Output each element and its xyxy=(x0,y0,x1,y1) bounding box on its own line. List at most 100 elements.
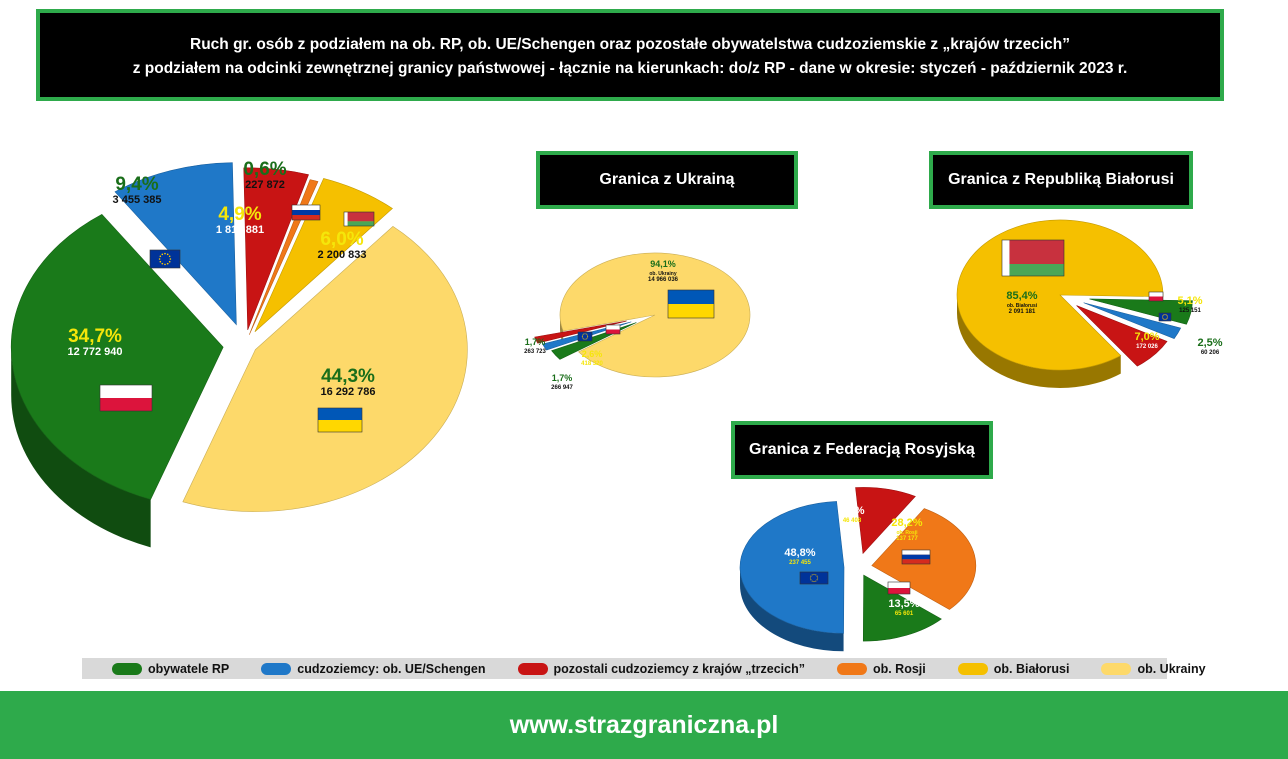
legend-label: ob. Ukrainy xyxy=(1137,661,1206,676)
belarus-border-value-label: 125 151 xyxy=(1179,308,1201,314)
main-title-box: Ruch gr. osób z podziałem na ob. RP, ob.… xyxy=(36,9,1224,101)
legend-swatch xyxy=(836,662,867,675)
main-value-label: 3 455 385 xyxy=(113,194,162,206)
main-value-label: 16 292 786 xyxy=(320,386,375,398)
main-percent-label: 9,4% xyxy=(115,174,158,195)
main-percent-label: 34,7% xyxy=(68,326,122,347)
belarus-flag-icon xyxy=(1001,239,1065,277)
poland-flag-icon xyxy=(1148,291,1164,302)
ukraine-flag-icon xyxy=(667,289,715,319)
legend-item-ue-schengen: cudzoziemcy: ob. UE/Schengen xyxy=(261,661,486,676)
ukraine-flag-icon xyxy=(317,407,363,433)
main-value-label: 227 872 xyxy=(245,179,285,191)
belarus-border-value-label: 60 206 xyxy=(1201,350,1220,356)
main-percent-label: 6,0% xyxy=(320,229,363,250)
belarus-border-slice-side xyxy=(957,295,1121,388)
legend-item-rosja: ob. Rosji xyxy=(836,661,926,676)
ukraine-border-value-label: 14 966 036 xyxy=(648,277,679,283)
russia-border-slice xyxy=(862,574,942,642)
russia-border-slice xyxy=(855,487,916,555)
legend-item-bialorus: ob. Białorusi xyxy=(957,661,1070,676)
russia-border-slice-side xyxy=(740,567,844,652)
main-slice-side xyxy=(11,347,151,548)
ukraine-border-value-label: 263 723 xyxy=(524,349,546,355)
legend-label: ob. Rosji xyxy=(872,661,926,676)
belarus-border-value-label: 2 091 181 xyxy=(1009,309,1036,315)
legend-label: pozostali cudzoziemcy z krajów „trzecich… xyxy=(553,661,805,676)
main-slice xyxy=(182,225,468,512)
ukraine-border-value-label: 418 320 xyxy=(581,361,603,367)
belarus-border-percent-label: 85,4% xyxy=(1006,290,1037,302)
footer-bar: www.strazgraniczna.pl xyxy=(0,691,1288,759)
legend-swatch xyxy=(112,662,142,675)
ukraine-border-slice-side xyxy=(560,315,564,346)
russia-border-sublabel: ob. Rosji xyxy=(896,530,918,536)
poland-flag-icon xyxy=(99,384,153,412)
belarus-border-percent-label: 2,5% xyxy=(1197,337,1222,349)
russia-border-title-box: Granica z Federacją Rosyjską xyxy=(731,421,993,479)
russia-border-value-label: 237 455 xyxy=(789,560,811,566)
title-line-2: z podziałem na odcinki zewnętrznej grani… xyxy=(132,60,1128,77)
ukraine-border-percent-label: 1,7% xyxy=(552,373,573,383)
belarus-border-slice xyxy=(1083,302,1182,339)
russia-border-percent-label: 13,5% xyxy=(888,598,919,610)
main-percent-label: 4,9% xyxy=(218,204,261,225)
main-percent-label: 0,6% xyxy=(243,159,286,180)
russia-border-slice xyxy=(739,501,845,634)
poland-flag-icon xyxy=(887,581,911,595)
main-value-label: 1 811 881 xyxy=(216,224,264,236)
ukraine-border-title-box: Granica z Ukrainą xyxy=(536,151,798,209)
legend-label: ob. Białorusi xyxy=(993,661,1070,676)
ukraine-border-percent-label: 1,7% xyxy=(525,337,546,347)
main-slice xyxy=(114,162,237,326)
russia-border-title: Granica z Federacją Rosyjską xyxy=(749,441,975,458)
legend-item-ukraina: ob. Ukrainy xyxy=(1101,661,1206,676)
chart-legend: obywatele RP cudzoziemcy: ob. UE/Schenge… xyxy=(82,658,1206,679)
belarus-border-title: Granica z Republiką Białorusi xyxy=(948,171,1174,188)
russia-border-value-label: 46 408 xyxy=(843,518,862,524)
legend-label: cudzoziemcy: ob. UE/Schengen xyxy=(297,661,486,676)
legend-label: obywatele RP xyxy=(148,661,230,676)
main-slice xyxy=(10,213,224,500)
footer-website-link[interactable]: www.strazgraniczna.pl xyxy=(509,710,779,739)
legend-swatch xyxy=(261,662,292,675)
belarus-flag-icon xyxy=(343,211,375,227)
legend-item-obywatele-rp: obywatele RP xyxy=(112,662,229,676)
ukraine-border-percent-label: 2,6% xyxy=(582,349,603,359)
russia-flag-icon xyxy=(901,549,931,565)
belarus-border-slice xyxy=(1076,305,1168,367)
main-pie: 34,7%12 772 940 9,4%3 455 385 4,9%1 811 88… xyxy=(10,159,468,548)
legend-swatch xyxy=(517,662,548,675)
legend-item-kraje-trzecie: pozostali cudzoziemcy z krajów „trzecich… xyxy=(517,661,805,676)
belarus-border-percent-label: 7,0% xyxy=(1134,331,1159,343)
title-line-1: Ruch gr. osób z podziałem na ob. RP, ob.… xyxy=(190,36,1070,53)
eu-flag-icon xyxy=(577,331,593,342)
ukraine-border-title: Granica z Ukrainą xyxy=(599,171,735,188)
russia-border-percent-label: 9,5% xyxy=(839,505,864,517)
russia-border-percent-label: 28,2% xyxy=(891,517,922,529)
eu-flag-icon xyxy=(1158,312,1172,322)
eu-flag-icon xyxy=(799,571,829,585)
legend-swatch xyxy=(957,662,988,675)
main-percent-label: 44,3% xyxy=(321,366,375,387)
ukraine-border-percent-label: 94,1% xyxy=(650,259,676,269)
eu-flag-icon xyxy=(149,249,181,269)
pie-charts-canvas: 34,7%12 772 940 9,4%3 455 385 4,9%1 811 88… xyxy=(10,159,1223,652)
russia-flag-icon xyxy=(291,204,321,221)
belarus-border-title-box: Granica z Republiką Białorusi xyxy=(929,151,1193,209)
belarus-border-sublabel: ob. Białorusi xyxy=(1007,303,1038,309)
russia-border-value-label: 137 177 xyxy=(896,536,918,542)
belarus-border-percent-label: 5,1% xyxy=(1177,295,1202,307)
ukraine-border-slice xyxy=(559,252,751,378)
main-value-label: 2 200 833 xyxy=(318,249,367,261)
legend-swatch xyxy=(1101,662,1132,675)
russia-border-value-label: 65 601 xyxy=(895,611,914,617)
ukraine-border-value-label: 266 947 xyxy=(551,385,573,391)
poland-flag-icon xyxy=(605,324,621,335)
main-value-label: 12 772 940 xyxy=(67,346,122,358)
belarus-border-value-label: 172 026 xyxy=(1136,344,1158,350)
russia-border-pie: 48,8%237 455 9,5%46 408 28,2%ob. Rosji137 … xyxy=(739,487,977,652)
russia-border-percent-label: 48,8% xyxy=(784,547,815,559)
